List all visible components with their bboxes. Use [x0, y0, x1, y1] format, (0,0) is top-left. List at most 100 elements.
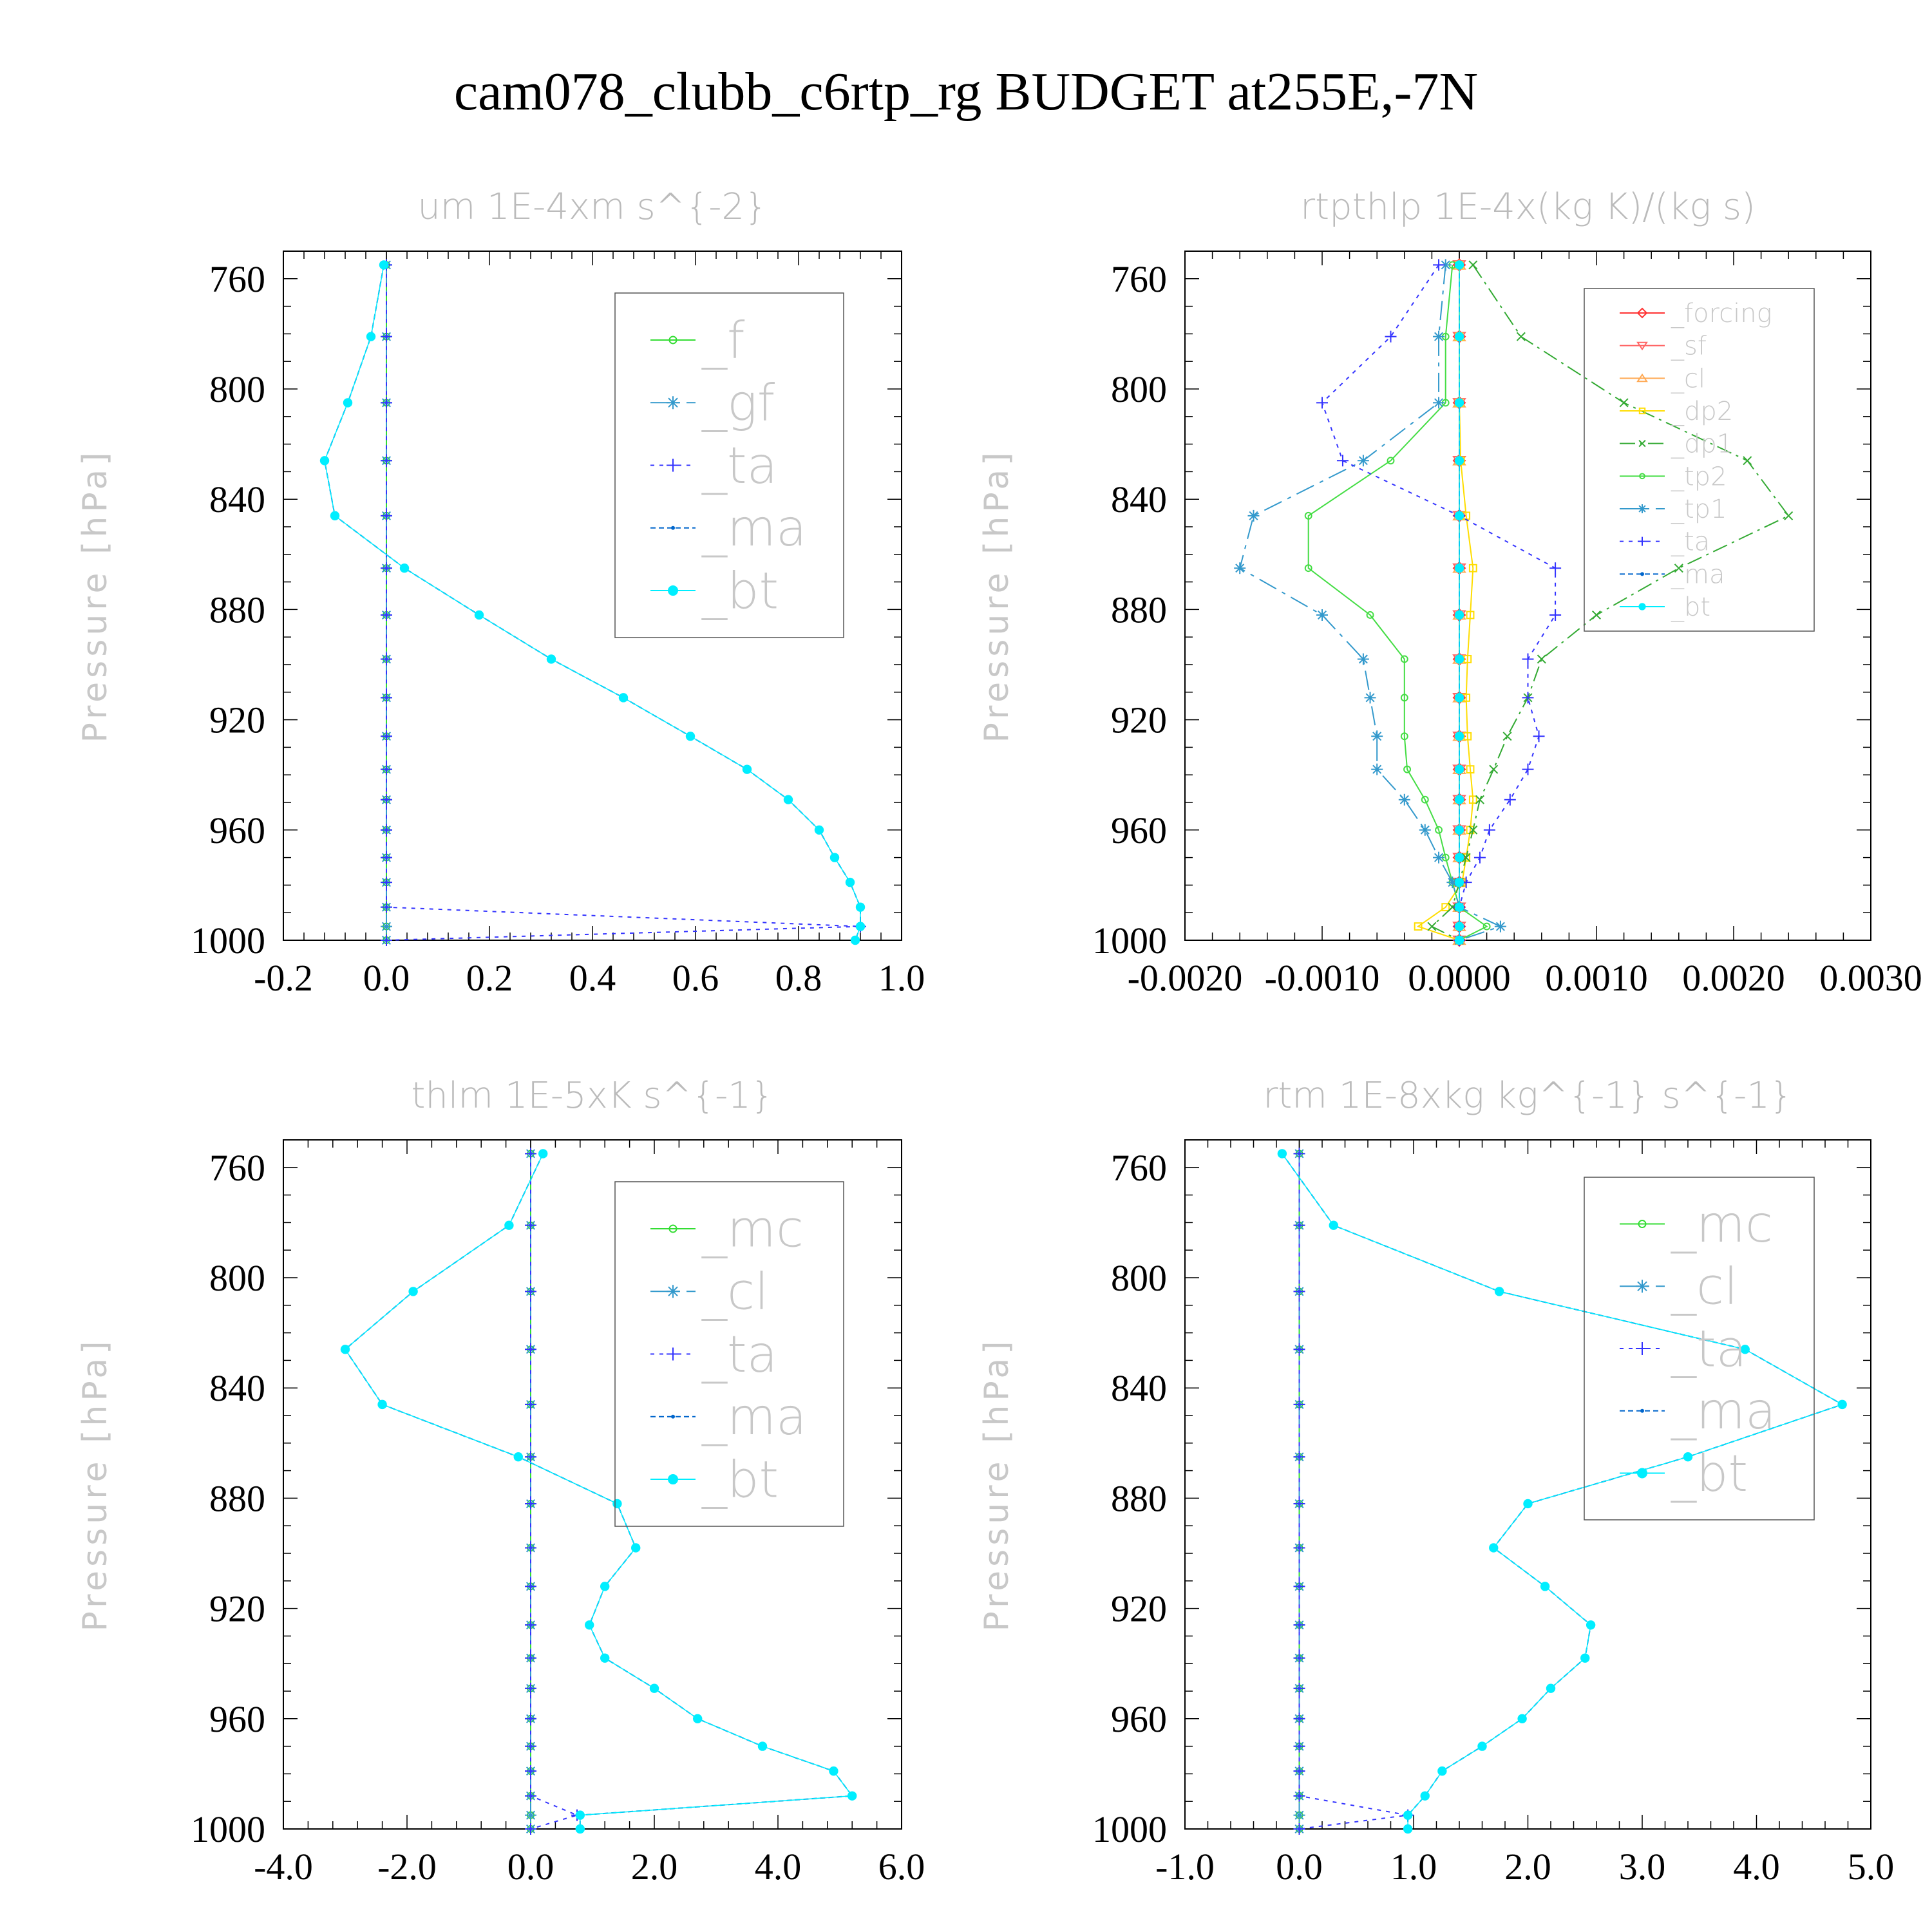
marker-bigdot	[848, 1791, 857, 1801]
marker-bigdot	[612, 1499, 622, 1509]
marker-plus	[381, 692, 392, 704]
marker-star	[1234, 562, 1246, 574]
marker-bigdot	[1403, 1810, 1413, 1820]
marker-circle	[1400, 732, 1408, 741]
marker-plus	[1293, 1542, 1305, 1554]
marker-bigdot	[1683, 1452, 1693, 1462]
marker-x	[1502, 732, 1512, 741]
legend-label: _ma	[1671, 560, 1725, 589]
y-tick-label: 840	[1111, 1367, 1167, 1409]
marker-plus	[1293, 1682, 1305, 1694]
marker-plus	[1549, 609, 1562, 621]
x-tick-label: 5.0	[1848, 1846, 1895, 1888]
marker-bigdot	[1454, 732, 1464, 741]
series-dp1	[1427, 260, 1794, 945]
marker-plus	[1293, 1285, 1305, 1298]
marker-circle	[1639, 473, 1645, 480]
y-axis-label: Pressure [hPa]	[76, 449, 115, 743]
x-tick-label: 6.0	[878, 1846, 925, 1888]
marker-x	[1489, 764, 1499, 774]
panel-4: rtm 1E-8xkg kg^{-1} s^{-1} 760 800 840 880 92…	[978, 1075, 1894, 1888]
marker-star	[1316, 609, 1328, 621]
series-bt	[340, 1149, 857, 1834]
marker-bigdot	[1420, 1791, 1430, 1801]
marker-plus	[525, 1740, 536, 1752]
marker-star	[1433, 851, 1445, 864]
legend-box	[614, 292, 844, 638]
series-bt	[1454, 260, 1464, 945]
marker-plus	[1293, 1765, 1305, 1777]
marker-square	[1466, 611, 1475, 620]
marker-plus	[1293, 1343, 1305, 1356]
marker-circle	[1482, 922, 1491, 931]
marker-circle	[1304, 564, 1312, 573]
marker-plus	[525, 1343, 536, 1356]
legend-box	[1584, 1177, 1815, 1520]
marker-plus	[1522, 763, 1534, 775]
marker-x	[1591, 610, 1602, 620]
marker-star	[1433, 397, 1445, 409]
panel-title: um 1E-4xm s^{-2}	[417, 186, 767, 228]
y-tick-label: 800	[209, 368, 265, 410]
x-tick-label: 3.0	[1619, 1846, 1666, 1888]
marker-bigdot	[1454, 877, 1464, 887]
marker-bigdot	[1454, 610, 1464, 620]
marker-x	[1638, 440, 1646, 448]
marker-plus	[525, 1219, 536, 1231]
panel-1: um 1E-4xm s^{-2} 760 800 840 880 920 960 1000-0…	[76, 186, 925, 999]
y-tick-label: 920	[1111, 699, 1167, 741]
marker-circle	[1400, 694, 1408, 702]
marker-plus	[1522, 692, 1534, 704]
legend-label: _mc	[1671, 1196, 1773, 1254]
legend-label: _cl	[701, 1264, 769, 1321]
y-tick-label: 960	[1111, 1698, 1167, 1740]
marker-star	[1398, 793, 1410, 806]
marker-x	[1537, 654, 1546, 664]
y-tick-label: 1000	[191, 920, 265, 961]
marker-dot	[671, 526, 675, 530]
y-tick-label: 1000	[1092, 920, 1167, 961]
y-tick-label: 880	[209, 589, 265, 630]
marker-plus	[1504, 793, 1516, 806]
marker-bigdot	[1540, 1582, 1550, 1591]
y-tick-label: 840	[209, 478, 265, 520]
legend-label: _mc	[701, 1200, 804, 1258]
y-tick-label: 760	[209, 1147, 265, 1189]
marker-plus	[1385, 330, 1397, 343]
marker-bigdot	[366, 332, 376, 341]
marker-bigdot	[649, 1683, 659, 1693]
marker-plus	[525, 1398, 536, 1410]
legend-label: _bt	[1671, 1445, 1748, 1503]
panel-title: rtpthlp 1E-4x(kg K)/(kg s)	[1300, 186, 1756, 228]
marker-plus	[525, 1712, 536, 1725]
y-tick-label: 840	[209, 1367, 265, 1409]
marker-bigdot	[631, 1543, 641, 1553]
x-tick-label: 4.0	[1733, 1846, 1780, 1888]
marker-bigdot	[1454, 456, 1464, 466]
marker-bigdot	[1454, 332, 1464, 341]
legend-label: _bt	[701, 1451, 779, 1509]
panel-3: thlm 1E-5xK s^{-1} 760 800 840 880 920 960 1000…	[76, 1075, 925, 1888]
marker-bigdot	[1454, 902, 1464, 912]
marker-bigdot	[693, 1714, 703, 1723]
marker-bigdot	[850, 935, 860, 945]
marker-star	[381, 920, 392, 933]
series-line	[530, 1153, 579, 1830]
y-tick-label: 800	[1111, 1257, 1167, 1299]
marker-plus	[381, 876, 392, 889]
marker-circle	[1366, 611, 1374, 619]
plot-frame	[283, 1139, 902, 1830]
legend-label: _ma	[701, 500, 807, 558]
x-tick-label: 0.2	[466, 957, 513, 999]
marker-bigdot	[1740, 1345, 1750, 1354]
y-tick-label: 880	[209, 1477, 265, 1519]
marker-star	[1439, 259, 1452, 271]
marker-plus	[1533, 730, 1545, 743]
marker-plus	[525, 1790, 536, 1802]
marker-x	[1468, 260, 1478, 270]
marker-x	[1461, 853, 1471, 862]
marker-plus	[1293, 1740, 1305, 1752]
marker-x	[1784, 511, 1794, 520]
marker-dot	[1640, 572, 1644, 576]
marker-plus	[525, 1542, 536, 1554]
